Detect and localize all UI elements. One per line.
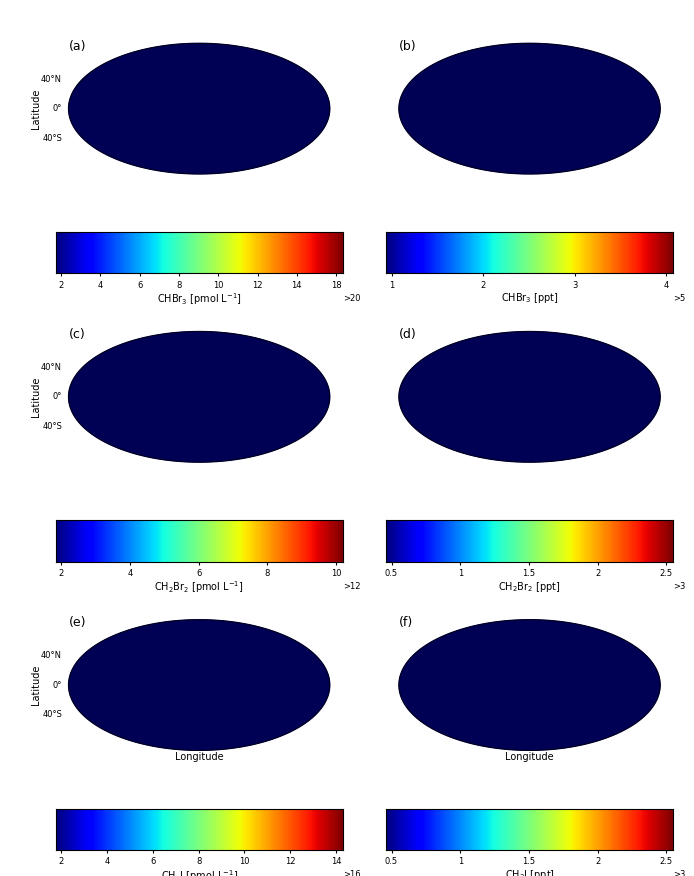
Text: Latitude: Latitude: [31, 665, 41, 705]
Text: 0°: 0°: [53, 392, 62, 401]
Text: Longitude: Longitude: [175, 752, 223, 762]
Text: 0°: 0°: [53, 104, 62, 113]
Text: (b): (b): [399, 40, 416, 53]
Text: 40°S: 40°S: [42, 133, 62, 143]
Text: 40°N: 40°N: [41, 363, 62, 372]
Text: (e): (e): [69, 617, 86, 630]
Text: >12: >12: [343, 583, 360, 591]
Polygon shape: [399, 619, 660, 751]
Polygon shape: [399, 331, 660, 463]
Text: (f): (f): [399, 617, 413, 630]
Text: Longitude: Longitude: [505, 752, 554, 762]
Text: (a): (a): [69, 40, 86, 53]
Text: >20: >20: [343, 294, 360, 303]
Polygon shape: [69, 331, 330, 463]
Text: >16: >16: [343, 871, 360, 876]
X-axis label: CHBr$_3$ [pmol L$^{-1}$]: CHBr$_3$ [pmol L$^{-1}$]: [157, 292, 242, 307]
Text: 0°: 0°: [53, 681, 62, 689]
X-axis label: CH$_2$Br$_2$ [pmol L$^{-1}$]: CH$_2$Br$_2$ [pmol L$^{-1}$]: [154, 580, 244, 596]
Text: (d): (d): [399, 328, 416, 342]
X-axis label: CHBr$_3$ [ppt]: CHBr$_3$ [ppt]: [500, 292, 559, 306]
Text: >3: >3: [673, 583, 686, 591]
Text: >5: >5: [673, 294, 686, 303]
Polygon shape: [69, 43, 330, 174]
Polygon shape: [399, 43, 660, 174]
Text: 40°S: 40°S: [42, 421, 62, 431]
X-axis label: CH$_3$I [ppt]: CH$_3$I [ppt]: [505, 868, 555, 876]
X-axis label: CH$_2$Br$_2$ [ppt]: CH$_2$Br$_2$ [ppt]: [498, 580, 561, 594]
X-axis label: CH$_3$I [pmol L$^{-1}$]: CH$_3$I [pmol L$^{-1}$]: [160, 868, 238, 876]
Text: 40°N: 40°N: [41, 651, 62, 661]
Text: 40°S: 40°S: [42, 710, 62, 719]
Polygon shape: [69, 619, 330, 751]
Text: 40°N: 40°N: [41, 74, 62, 84]
Text: >3: >3: [673, 871, 686, 876]
Text: (c): (c): [69, 328, 85, 342]
Text: Latitude: Latitude: [31, 377, 41, 417]
Text: Latitude: Latitude: [31, 88, 41, 129]
